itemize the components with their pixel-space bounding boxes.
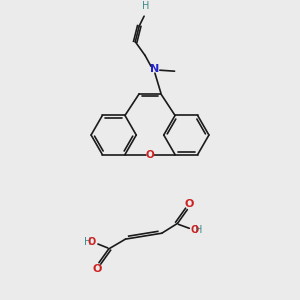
Text: O: O [92, 264, 102, 274]
Text: O: O [146, 150, 154, 160]
Text: H: H [84, 237, 91, 247]
Text: O: O [184, 199, 194, 209]
Text: N: N [150, 64, 160, 74]
Text: O: O [88, 237, 96, 247]
Text: O: O [190, 225, 199, 235]
Text: H: H [195, 225, 203, 235]
Text: H: H [142, 1, 150, 11]
